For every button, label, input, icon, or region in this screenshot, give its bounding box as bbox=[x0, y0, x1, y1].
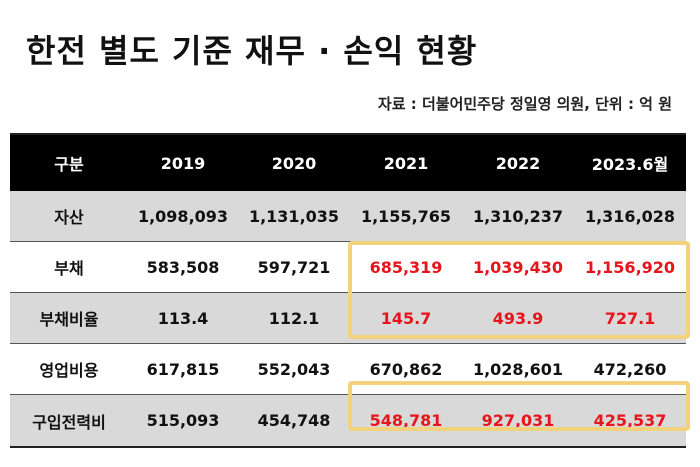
table-cell: 515,093 bbox=[146, 411, 220, 430]
table-row-debt-ratio: 부채비율 113.4 112.1 145.7 493.9 727.1 bbox=[10, 293, 686, 344]
table-cell: 1,316,028 bbox=[584, 206, 676, 226]
header-cell-2022: 2022 bbox=[495, 153, 541, 173]
header-cell-2020: 2020 bbox=[271, 153, 317, 173]
row-label: 구입전력비 bbox=[32, 412, 106, 432]
header-cell-category: 구분 bbox=[54, 155, 84, 174]
table-cell: 617,815 bbox=[146, 359, 220, 379]
row-label: 부채비율 bbox=[39, 310, 99, 329]
highlighted-cell: 1,039,430 bbox=[472, 257, 564, 277]
header-cell-2023-6: 2023.6월 bbox=[591, 155, 669, 174]
table-cell: 1,310,237 bbox=[472, 206, 564, 226]
table-row-assets: 자산 1,098,093 1,131,035 1,155,765 1,310,2… bbox=[10, 191, 686, 242]
table-cell: 1,155,765 bbox=[360, 206, 452, 226]
highlighted-cell: 1,156,920 bbox=[584, 257, 676, 277]
table-cell: 583,508 bbox=[146, 257, 220, 277]
row-label: 자산 bbox=[54, 208, 84, 227]
table-row-operating-cost: 영업비용 617,815 552,043 670,862 1,028,601 4… bbox=[10, 344, 686, 395]
table-row-power-purchase: 구입전력비 515,093 454,748 548,781 927,031 42… bbox=[10, 395, 686, 446]
table-cell: 670,862 bbox=[369, 359, 443, 379]
header-cell-2019: 2019 bbox=[160, 153, 206, 173]
page-title: 한전 별도 기준 재무 · 손익 현황 bbox=[26, 32, 478, 70]
table-row-liabilities: 부채 583,508 597,721 685,319 1,039,430 1,1… bbox=[10, 242, 686, 293]
table-cell: 1,131,035 bbox=[248, 206, 340, 226]
table-header-row: 구분 2019 2020 2021 2022 2023.6월 bbox=[10, 135, 686, 191]
highlighted-cell: 493.9 bbox=[492, 308, 544, 328]
row-label: 부채 bbox=[54, 259, 84, 278]
header-cell-2021: 2021 bbox=[383, 153, 429, 173]
table-cell: 597,721 bbox=[257, 257, 331, 277]
highlighted-cell: 145.7 bbox=[380, 308, 432, 328]
source-note: 자료 : 더불어민주당 정일영 의원, 단위 : 억 원 bbox=[377, 95, 672, 113]
highlighted-cell: 685,319 bbox=[369, 257, 443, 277]
highlighted-cell: 727.1 bbox=[604, 308, 656, 328]
table-cell: 113.4 bbox=[157, 308, 209, 328]
table-cell: 552,043 bbox=[257, 359, 331, 379]
table-cell: 454,748 bbox=[257, 411, 331, 430]
table-cell: 1,028,601 bbox=[472, 359, 564, 379]
highlighted-cell: 927,031 bbox=[481, 411, 555, 430]
highlighted-cell: 425,537 bbox=[593, 411, 667, 430]
row-label: 영업비용 bbox=[39, 361, 99, 380]
table-cell: 1,098,093 bbox=[137, 206, 229, 226]
highlighted-cell: 548,781 bbox=[369, 411, 443, 430]
data-table: 구분 2019 2020 2021 2022 2023.6월 자산 1,098,… bbox=[10, 133, 686, 448]
table-cell: 472,260 bbox=[593, 359, 667, 379]
table-cell: 112.1 bbox=[268, 308, 320, 328]
